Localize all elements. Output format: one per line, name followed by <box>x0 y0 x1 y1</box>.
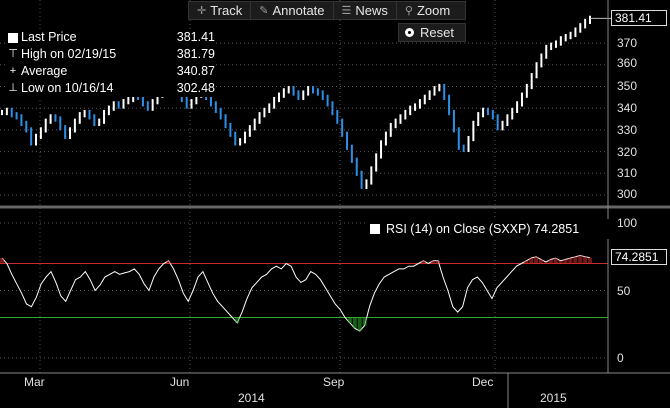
price-tick: 360 <box>617 56 638 70</box>
oversold-fill <box>352 317 357 329</box>
overbought-fill <box>436 260 441 264</box>
overbought-fill <box>0 258 4 264</box>
overbought-fill <box>539 259 543 264</box>
overbought-fill <box>563 259 568 264</box>
legend-last-row: Last Price 381.41 <box>5 29 215 46</box>
overbought-fill <box>588 257 592 264</box>
overbought-fill <box>573 256 578 264</box>
month-label: Mar <box>24 375 45 389</box>
legend-high-row: ⊤ High on 02/19/15 381.79 <box>5 46 215 63</box>
legend-last-label: Last Price <box>21 30 77 44</box>
news-icon: ☰ <box>341 5 352 17</box>
reset-label: Reset <box>420 25 454 40</box>
rsi-legend-label: RSI (14) on Close (SXXP) 74.2851 <box>386 222 580 236</box>
rsi-line <box>1 254 591 332</box>
price-tick: 370 <box>617 36 638 50</box>
oversold-fill <box>235 317 240 323</box>
price-tick: 310 <box>617 166 638 180</box>
magnifier-icon: ⚲ <box>404 5 413 17</box>
chart-toolbar: ✛ Track ✎ Annotate ☰ News ⚲ Zoom <box>188 1 466 20</box>
rsi-legend[interactable]: RSI (14) on Close (SXXP) 74.2851 <box>366 219 611 239</box>
price-tick: 300 <box>617 187 638 201</box>
legend-low-row: ⊥ Low on 10/16/14 302.48 <box>5 80 215 97</box>
price-legend[interactable]: Last Price 381.41 ⊤ High on 02/19/15 381… <box>5 29 215 97</box>
track-button[interactable]: ✛ Track <box>189 2 252 19</box>
price-tick: 350 <box>617 79 638 93</box>
legend-high-value: 381.79 <box>176 47 215 61</box>
overbought-fill <box>421 260 426 264</box>
low-marker-icon: ⊥ <box>8 82 18 94</box>
last-price-badge: 381.41 <box>611 10 667 26</box>
overbought-fill <box>543 262 548 264</box>
pencil-icon: ✎ <box>259 5 269 17</box>
grid-lines <box>0 0 608 373</box>
oversold-fill <box>357 317 362 331</box>
month-label: Dec <box>472 375 494 389</box>
legend-low-label: Low on 10/16/14 <box>21 81 114 95</box>
high-marker-icon: ⊤ <box>8 48 18 60</box>
month-label: Jun <box>170 375 190 389</box>
rsi-series <box>0 254 608 332</box>
legend-avg-row: + Average 340.87 <box>5 63 215 80</box>
rsi-tick: 50 <box>617 284 631 298</box>
overbought-fill <box>529 258 534 264</box>
track-label: Track <box>210 3 243 18</box>
price-tick: 320 <box>617 145 638 159</box>
rsi-tick: 100 <box>617 216 638 230</box>
reset-button[interactable]: Reset <box>398 23 466 42</box>
oversold-fill <box>347 317 352 323</box>
overbought-fill <box>578 255 583 264</box>
news-button[interactable]: ☰ News <box>334 2 397 19</box>
zoom-label: Zoom <box>416 3 451 18</box>
year-label: 2014 <box>238 391 265 405</box>
legend-low-value: 302.48 <box>176 81 215 95</box>
year-label: 2015 <box>540 391 567 405</box>
zoom-button[interactable]: ⚲ Zoom <box>397 2 458 19</box>
overbought-fill <box>583 256 588 264</box>
rsi-tick: 0 <box>617 351 624 365</box>
rsi-swatch-icon <box>370 224 380 234</box>
overbought-fill <box>431 260 436 264</box>
overbought-fill <box>568 258 573 264</box>
last-price-swatch-icon <box>8 32 18 43</box>
crosshair-icon: ✛ <box>197 5 207 17</box>
oversold-fill <box>362 317 367 326</box>
overbought-fill <box>548 259 553 264</box>
month-label: Sep <box>323 375 345 389</box>
legend-last-value: 381.41 <box>176 30 215 44</box>
price-series <box>1 15 611 189</box>
average-marker-icon: + <box>9 65 17 77</box>
price-tick: 330 <box>617 123 638 137</box>
annotate-button[interactable]: ✎ Annotate <box>251 2 334 19</box>
overbought-fill <box>534 256 539 264</box>
overbought-fill <box>558 260 563 264</box>
overbought-fill <box>524 260 529 264</box>
annotate-label: Annotate <box>272 3 325 18</box>
legend-high-label: High on 02/19/15 <box>21 47 117 61</box>
price-tick: 340 <box>617 101 638 115</box>
reset-icon <box>405 28 414 37</box>
overbought-fill <box>553 258 558 264</box>
last-rsi-badge: 74.2851 <box>611 249 667 265</box>
legend-avg-label: Average <box>21 64 68 78</box>
news-label: News <box>355 3 388 18</box>
overbought-fill <box>166 260 171 264</box>
legend-avg-value: 340.87 <box>176 64 215 78</box>
